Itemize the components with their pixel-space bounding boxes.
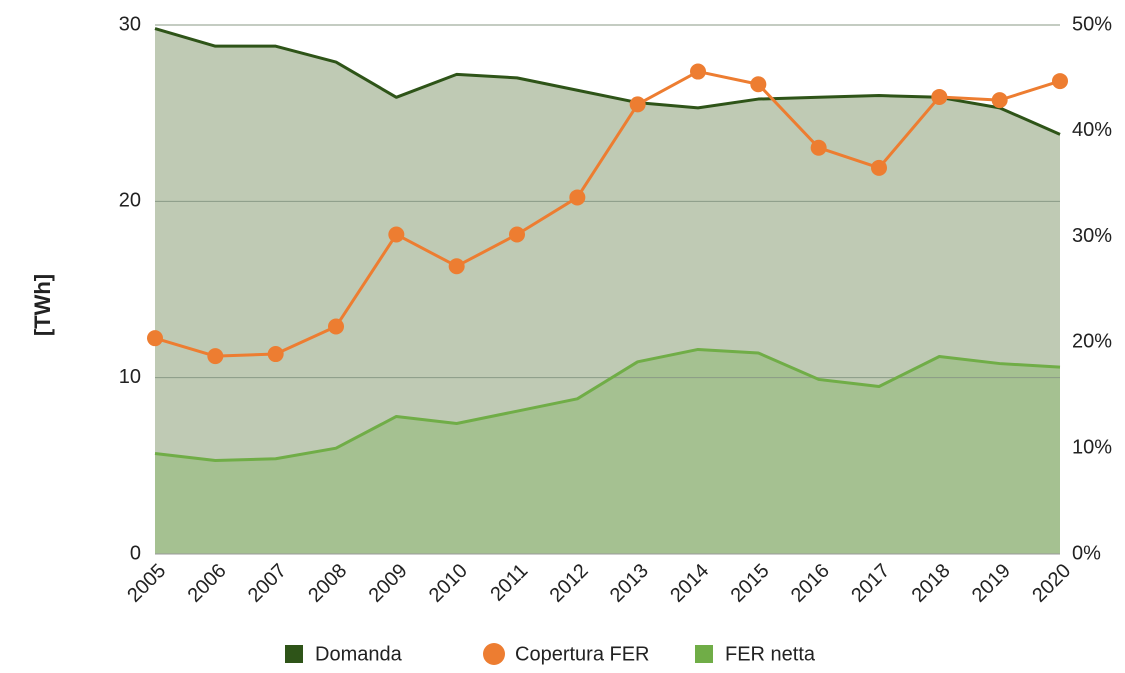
- point: [690, 63, 706, 80]
- series-line: [154, 27, 1061, 136]
- point: [448, 258, 465, 275]
- x-tick-label: 2008: [304, 560, 351, 607]
- y-tick-label: 0: [130, 542, 141, 564]
- point: [750, 76, 767, 93]
- y2-tick-label: 50%: [1072, 13, 1112, 35]
- x-tick-label: 2009: [365, 560, 412, 607]
- y-tick-label: 20: [119, 190, 141, 212]
- point: [629, 96, 646, 113]
- point: [509, 226, 525, 243]
- point: [871, 159, 887, 176]
- x-tick-label: 2016: [787, 560, 834, 607]
- point: [388, 226, 405, 243]
- y2-tick-label: 0%: [1072, 542, 1101, 564]
- point: [1052, 73, 1068, 90]
- x-tick-label: 2010: [425, 560, 472, 607]
- y2-tick-label: 10%: [1072, 436, 1112, 458]
- x-tick-label: 2019: [968, 560, 1015, 607]
- point: [267, 346, 284, 363]
- legend-swatch: [285, 645, 303, 663]
- legend-label: Domanda: [315, 643, 403, 665]
- point: [147, 330, 163, 347]
- x-tick-label: 2012: [546, 560, 593, 607]
- x-tick-label: 2015: [727, 560, 774, 607]
- x-tick-label: 2017: [847, 560, 894, 607]
- x-tick-label: 2005: [123, 560, 170, 607]
- legend-swatch: [483, 643, 505, 665]
- y-tick-label: 30: [119, 13, 141, 35]
- legend-swatch: [695, 645, 713, 663]
- point: [328, 318, 344, 335]
- point: [207, 348, 224, 365]
- legend-label: Copertura FER: [515, 643, 650, 665]
- x-tick-label: 2007: [244, 560, 291, 607]
- x-tick-label: 2014: [666, 560, 713, 607]
- x-tick-label: 2018: [908, 560, 955, 607]
- series-line: [154, 70, 1061, 358]
- x-tick-label: 2006: [184, 560, 231, 607]
- point: [931, 88, 948, 105]
- legend-label: FER netta: [725, 643, 816, 665]
- y-axis-label: [TWh]: [30, 274, 55, 336]
- x-tick-label: 2020: [1028, 560, 1075, 607]
- x-tick-label: 2011: [486, 560, 532, 606]
- area: [155, 349, 1060, 554]
- y2-tick-label: 20%: [1072, 331, 1112, 353]
- y2-tick-label: 30%: [1072, 225, 1112, 247]
- series-line: [154, 347, 1061, 463]
- x-tick-label: 2013: [606, 560, 653, 607]
- point: [810, 139, 827, 156]
- y-tick-label: 10: [119, 366, 141, 388]
- point: [569, 189, 586, 206]
- y2-tick-label: 40%: [1072, 119, 1112, 141]
- point: [991, 92, 1008, 109]
